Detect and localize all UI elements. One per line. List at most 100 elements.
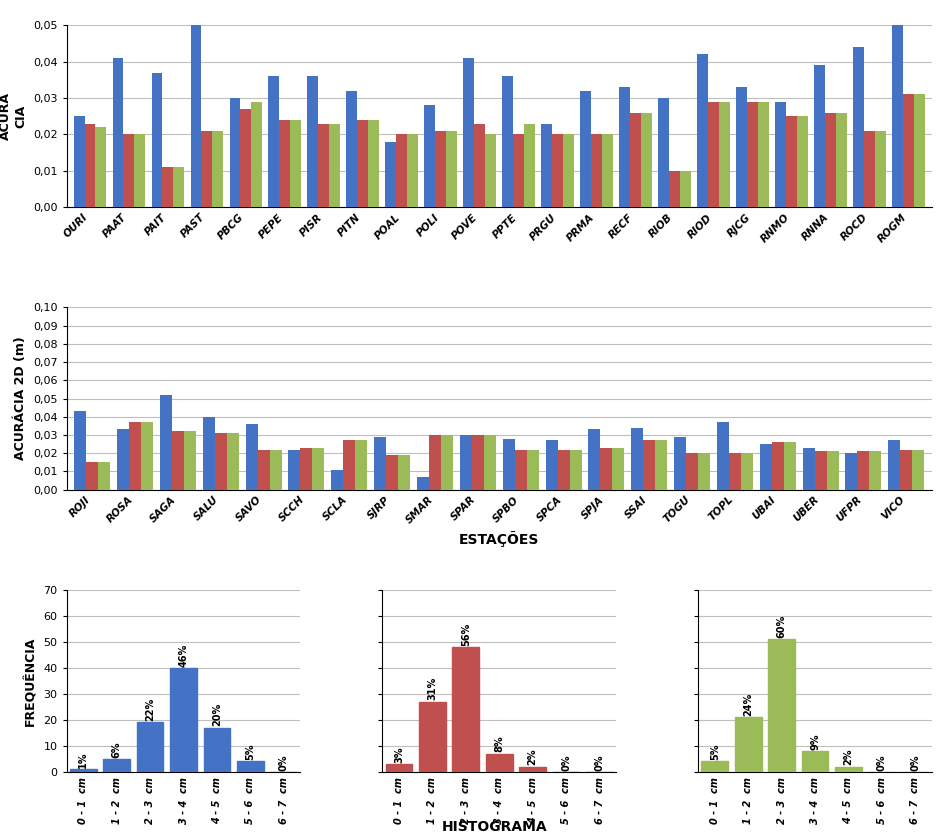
Bar (845, 453, 858, 490)
Bar (95, 128, 107, 207)
Bar (643, 440, 655, 490)
Bar (329, 123, 340, 207)
Bar (503, 439, 514, 490)
Bar (914, 94, 925, 207)
Bar (602, 134, 613, 207)
Bar (698, 453, 710, 490)
Bar (307, 76, 319, 207)
Bar (797, 117, 808, 207)
Bar (784, 442, 796, 490)
Bar (768, 639, 795, 772)
Bar (741, 453, 753, 490)
Y-axis label: ACURÁ
CIA: ACURÁ CIA (0, 92, 28, 140)
Bar (736, 87, 747, 207)
Bar (686, 453, 698, 490)
Bar (589, 430, 600, 490)
Bar (619, 87, 631, 207)
Bar (674, 437, 686, 490)
Bar (815, 451, 826, 490)
Bar (215, 433, 226, 490)
Bar (655, 440, 668, 490)
Bar (631, 428, 643, 490)
Bar (85, 123, 95, 207)
Text: 1%: 1% (78, 752, 88, 768)
Bar (475, 123, 485, 207)
Bar (760, 444, 772, 490)
Bar (775, 102, 786, 207)
Bar (270, 450, 281, 490)
Bar (98, 462, 110, 490)
Bar (419, 701, 446, 772)
Bar (802, 751, 828, 772)
Bar (514, 450, 527, 490)
Bar (864, 131, 875, 207)
Bar (901, 450, 912, 490)
Bar (670, 171, 680, 207)
Bar (343, 440, 356, 490)
Bar (245, 424, 258, 490)
Bar (226, 433, 239, 490)
Bar (117, 430, 129, 490)
Bar (460, 435, 472, 490)
Text: 6%: 6% (111, 741, 122, 758)
Bar (151, 72, 163, 207)
Bar (184, 431, 196, 490)
Text: 0%: 0% (279, 754, 289, 770)
Text: 2%: 2% (844, 749, 853, 765)
Text: 24%: 24% (743, 693, 753, 716)
Bar (288, 450, 301, 490)
Bar (484, 435, 495, 490)
Bar (417, 477, 429, 490)
Bar (173, 167, 184, 207)
Bar (702, 762, 728, 772)
Text: 20%: 20% (212, 703, 222, 727)
Text: 5%: 5% (709, 743, 720, 760)
Text: 0%: 0% (561, 754, 572, 770)
Bar (612, 448, 625, 490)
Bar (541, 123, 553, 207)
Bar (903, 94, 914, 207)
Bar (453, 647, 479, 772)
Bar (170, 668, 197, 772)
Bar (600, 448, 612, 490)
Bar (803, 448, 815, 490)
Bar (826, 451, 839, 490)
Bar (892, 25, 903, 207)
Bar (73, 117, 85, 207)
Text: 0%: 0% (910, 754, 921, 770)
Bar (202, 131, 212, 207)
Bar (368, 120, 379, 207)
Bar (553, 134, 563, 207)
Bar (441, 435, 453, 490)
Bar (708, 102, 719, 207)
Bar (301, 448, 313, 490)
Bar (786, 117, 797, 207)
Text: HISTOGRAMA: HISTOGRAMA (441, 820, 548, 834)
Bar (386, 764, 413, 772)
Bar (514, 134, 524, 207)
Bar (580, 91, 592, 207)
Bar (858, 451, 869, 490)
Bar (229, 98, 241, 207)
Bar (446, 131, 457, 207)
Bar (172, 431, 184, 490)
Text: 0%: 0% (594, 754, 605, 770)
Text: 9%: 9% (810, 733, 820, 750)
Bar (258, 450, 270, 490)
Bar (546, 440, 557, 490)
Bar (758, 102, 769, 207)
Bar (212, 131, 223, 207)
Bar (137, 722, 164, 772)
Bar (486, 753, 513, 772)
Bar (735, 717, 762, 772)
Bar (407, 134, 418, 207)
Text: 3%: 3% (394, 746, 404, 763)
Bar (346, 91, 358, 207)
X-axis label: ESTAÇÕES: ESTAÇÕES (459, 531, 539, 547)
Text: 46%: 46% (179, 644, 188, 666)
Bar (163, 167, 173, 207)
Bar (160, 395, 172, 490)
Bar (888, 440, 901, 490)
Bar (74, 411, 87, 490)
Bar (87, 462, 98, 490)
